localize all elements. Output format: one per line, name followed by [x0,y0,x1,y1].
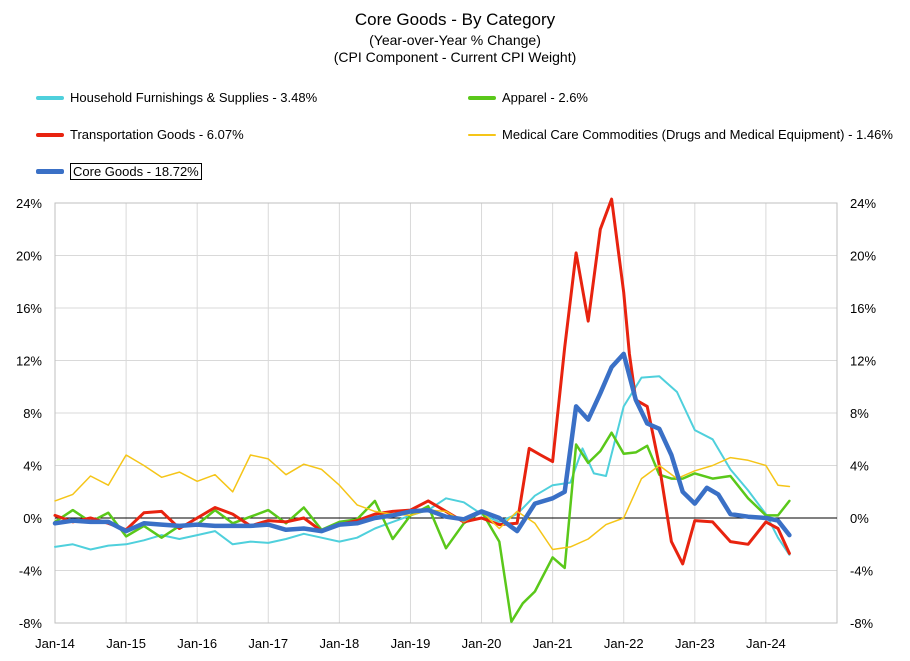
gridlines [54,202,837,624]
legend-medical: Medical Care Commodities (Drugs and Medi… [468,127,893,142]
y-tick-label-right: 24% [850,196,876,211]
legend-label-apparel: Apparel - 2.6% [502,90,588,105]
legend-household: Household Furnishings & Supplies - 3.48% [36,90,317,105]
series-line-0 [54,375,791,556]
legend-label-core-goods: Core Goods - 18.72% [70,163,202,180]
legend-core-goods: Core Goods - 18.72% [36,163,202,180]
legend-label-transportation: Transportation Goods - 6.07% [70,127,244,142]
x-tick-label: Jan-18 [319,636,359,651]
y-tick-label-right: 12% [850,354,876,369]
chart-subtitle-weight: (CPI Component - Current CPI Weight) [333,49,577,65]
y-tick-label-left: 20% [16,249,42,264]
y-tick-label-left: 12% [16,354,42,369]
y-tick-label-left: 4% [23,459,42,474]
y-tick-label-right: 16% [850,301,876,316]
series-lines [52,197,792,623]
tick-labels: -8% -8% -4% -4% 0% 0% 4% 4% 8% 8% 12% 12% 16% 16% 20% 2… [16,196,876,651]
y-tick-label-left: 16% [16,301,42,316]
legend-swatch-apparel [468,95,496,100]
series-line-1 [53,431,791,623]
x-tick-label: Jan-22 [604,636,644,651]
plot-frame [54,202,838,624]
x-tick-label: Jan-23 [675,636,715,651]
legend-swatch-core-goods [36,169,64,174]
legend-swatch-household [36,95,64,100]
chart-title: Core Goods - By Category [354,10,556,29]
x-tick-label: Jan-21 [533,636,573,651]
y-tick-label-right: -8% [850,616,874,631]
legend-label-medical: Medical Care Commodities (Drugs and Medi… [502,127,893,142]
series-line-4 [52,351,792,538]
y-tick-label-left: -8% [19,616,43,631]
x-tick-label: Jan-20 [462,636,502,651]
legend-label-household: Household Furnishings & Supplies - 3.48% [70,90,318,105]
y-tick-label-right: 0% [850,511,869,526]
x-tick-label: Jan-16 [177,636,217,651]
legend-apparel: Apparel - 2.6% [468,90,588,105]
x-tick-label: Jan-24 [746,636,786,651]
y-tick-label-left: 0% [23,511,42,526]
y-tick-label-left: 24% [16,196,42,211]
y-tick-label-left: -4% [19,564,43,579]
x-tick-label: Jan-19 [391,636,431,651]
y-tick-label-right: 20% [850,249,876,264]
x-tick-label: Jan-14 [35,636,75,651]
legend-swatch-transportation [36,132,64,137]
y-tick-label-right: -4% [850,564,874,579]
chart-subtitle: (Year-over-Year % Change) [369,32,541,48]
y-tick-label-left: 8% [23,406,42,421]
legend-swatch-medical [468,133,496,136]
x-tick-label: Jan-15 [106,636,146,651]
x-tick-label: Jan-17 [248,636,288,651]
legend-transportation: Transportation Goods - 6.07% [36,127,244,142]
y-tick-label-right: 8% [850,406,869,421]
series-line-2 [53,197,791,566]
y-tick-label-right: 4% [850,459,869,474]
